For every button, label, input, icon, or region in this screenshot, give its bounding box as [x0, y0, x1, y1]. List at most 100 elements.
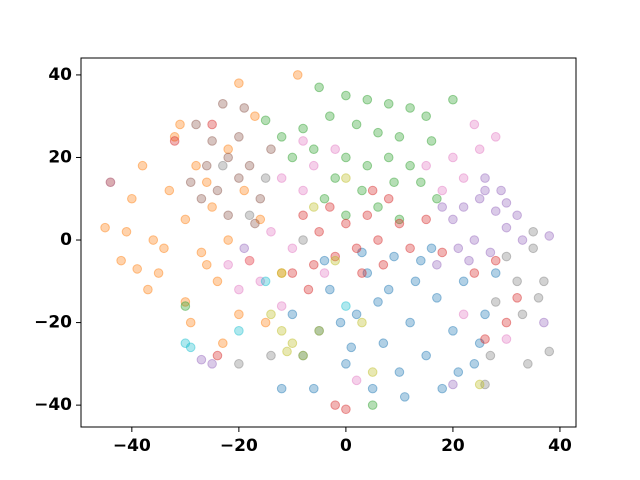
point	[416, 255, 426, 266]
point	[480, 334, 490, 344]
point	[105, 177, 116, 188]
point	[410, 276, 421, 287]
point	[453, 367, 464, 377]
point	[383, 284, 394, 295]
point	[512, 293, 522, 303]
point	[437, 247, 448, 258]
point	[298, 350, 308, 361]
point	[207, 119, 217, 130]
point	[201, 177, 212, 188]
point	[469, 359, 480, 369]
point	[383, 99, 394, 109]
point	[276, 326, 287, 336]
point	[196, 247, 207, 258]
point	[458, 202, 469, 212]
point	[517, 309, 528, 320]
point	[362, 160, 373, 171]
point	[234, 173, 244, 183]
point	[437, 185, 448, 196]
point	[394, 218, 405, 229]
point	[469, 119, 480, 130]
point	[341, 90, 351, 101]
point	[314, 326, 324, 336]
point	[169, 132, 180, 142]
point	[105, 177, 116, 188]
point	[469, 268, 480, 278]
point	[260, 276, 271, 287]
point	[319, 193, 330, 204]
point	[544, 231, 555, 241]
point	[394, 132, 405, 142]
point	[367, 367, 378, 377]
point	[266, 350, 276, 361]
point	[244, 160, 255, 171]
point	[298, 210, 308, 221]
point	[421, 111, 431, 121]
point	[255, 276, 266, 287]
point	[394, 214, 405, 225]
point	[234, 326, 244, 336]
point	[276, 132, 287, 142]
point	[490, 297, 501, 307]
point	[201, 160, 212, 171]
point	[378, 338, 389, 349]
point	[362, 94, 373, 105]
point	[308, 202, 319, 212]
point	[512, 276, 522, 287]
y-tick-label: 20	[48, 147, 72, 167]
y-tick-label: 40	[48, 65, 72, 85]
point	[367, 185, 378, 196]
point	[255, 193, 266, 204]
point	[266, 226, 276, 237]
point	[266, 309, 276, 320]
point	[239, 103, 250, 113]
point	[474, 379, 485, 390]
point	[421, 214, 431, 225]
point	[544, 346, 555, 357]
point	[528, 226, 538, 237]
point	[276, 383, 287, 394]
point	[298, 185, 308, 196]
point	[234, 78, 244, 88]
point	[394, 367, 405, 377]
point	[426, 243, 437, 254]
point	[207, 359, 217, 369]
point	[485, 350, 496, 361]
point	[533, 293, 544, 303]
point	[260, 317, 271, 328]
point	[180, 214, 191, 225]
point	[164, 185, 175, 196]
point	[341, 218, 351, 229]
point	[287, 309, 298, 320]
point	[207, 136, 217, 146]
point	[298, 123, 308, 134]
x-tick-label: −20	[220, 436, 258, 456]
point	[218, 99, 228, 109]
point	[458, 309, 469, 320]
y-tick-label: 0	[60, 230, 72, 250]
point	[480, 173, 490, 183]
point	[480, 379, 490, 390]
point	[266, 144, 276, 155]
point	[223, 210, 233, 221]
point	[100, 222, 110, 233]
point	[180, 338, 191, 349]
point	[292, 70, 303, 80]
point	[127, 193, 137, 204]
point	[212, 276, 223, 287]
point	[308, 160, 319, 171]
point	[239, 185, 250, 196]
point	[501, 317, 512, 328]
x-tick-label: 20	[441, 436, 465, 456]
point	[469, 235, 480, 245]
point	[341, 404, 351, 415]
point	[362, 210, 373, 221]
point	[330, 173, 340, 183]
point	[464, 255, 474, 266]
point	[207, 202, 217, 212]
point	[287, 152, 298, 163]
point	[330, 255, 340, 266]
point	[490, 255, 501, 266]
point	[490, 206, 501, 216]
point	[490, 268, 501, 278]
